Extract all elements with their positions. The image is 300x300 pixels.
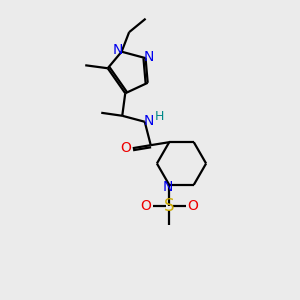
Text: N: N [144,50,154,64]
Text: N: N [143,114,154,128]
Text: O: O [121,141,132,154]
Text: N: N [163,180,173,194]
Text: H: H [155,110,164,123]
Text: O: O [141,200,152,213]
Text: N: N [113,43,123,57]
Text: S: S [164,197,175,215]
Text: O: O [187,200,198,213]
